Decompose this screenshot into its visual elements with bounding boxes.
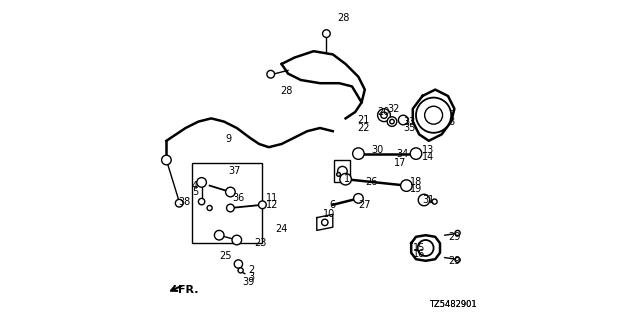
Text: 22: 22 bbox=[357, 123, 369, 133]
Circle shape bbox=[419, 194, 430, 206]
Text: 29: 29 bbox=[448, 232, 460, 242]
Circle shape bbox=[416, 98, 451, 133]
Circle shape bbox=[410, 148, 422, 159]
Circle shape bbox=[401, 180, 412, 191]
Text: 2: 2 bbox=[248, 265, 254, 276]
Circle shape bbox=[207, 205, 212, 211]
Text: 23: 23 bbox=[254, 238, 267, 248]
Circle shape bbox=[455, 257, 460, 262]
Circle shape bbox=[381, 112, 387, 118]
Text: 8: 8 bbox=[448, 116, 454, 127]
Circle shape bbox=[226, 187, 236, 197]
Text: 33: 33 bbox=[403, 116, 415, 127]
Circle shape bbox=[197, 178, 206, 187]
Text: 17: 17 bbox=[394, 158, 406, 168]
Text: 1: 1 bbox=[344, 174, 350, 184]
Circle shape bbox=[337, 172, 340, 176]
Circle shape bbox=[232, 235, 242, 245]
Circle shape bbox=[238, 268, 243, 273]
Text: 7: 7 bbox=[448, 110, 454, 120]
Circle shape bbox=[353, 194, 364, 203]
Text: 3: 3 bbox=[248, 272, 254, 282]
Circle shape bbox=[417, 240, 434, 256]
Text: 28: 28 bbox=[338, 12, 350, 23]
Circle shape bbox=[322, 219, 328, 226]
Text: 24: 24 bbox=[275, 224, 287, 234]
Text: 28: 28 bbox=[280, 86, 292, 96]
Circle shape bbox=[378, 109, 390, 122]
Text: 21: 21 bbox=[357, 115, 369, 125]
Text: 9: 9 bbox=[226, 134, 232, 144]
Text: 14: 14 bbox=[422, 152, 435, 162]
Text: 20: 20 bbox=[378, 107, 390, 117]
Circle shape bbox=[259, 201, 266, 209]
Text: 16: 16 bbox=[413, 249, 425, 260]
Circle shape bbox=[390, 119, 394, 124]
Text: 36: 36 bbox=[232, 193, 244, 204]
Text: 31: 31 bbox=[422, 195, 435, 205]
Text: 29: 29 bbox=[448, 256, 460, 266]
Text: FR.: FR. bbox=[178, 284, 198, 295]
Text: 4: 4 bbox=[192, 180, 198, 191]
Circle shape bbox=[227, 204, 234, 212]
Text: 11: 11 bbox=[266, 193, 278, 204]
Text: 26: 26 bbox=[365, 177, 377, 188]
Circle shape bbox=[455, 230, 460, 236]
Text: 13: 13 bbox=[422, 145, 435, 156]
Circle shape bbox=[340, 173, 351, 185]
Circle shape bbox=[214, 230, 224, 240]
Circle shape bbox=[398, 115, 408, 125]
Text: 38: 38 bbox=[179, 196, 191, 207]
Text: 37: 37 bbox=[229, 166, 241, 176]
Text: 15: 15 bbox=[413, 243, 425, 253]
Text: 12: 12 bbox=[266, 200, 278, 210]
Bar bbox=[192, 163, 262, 243]
Circle shape bbox=[198, 198, 205, 205]
Circle shape bbox=[387, 117, 397, 126]
Text: 18: 18 bbox=[410, 177, 422, 188]
Circle shape bbox=[353, 148, 364, 159]
Circle shape bbox=[175, 199, 183, 207]
Circle shape bbox=[267, 70, 275, 78]
Text: 10: 10 bbox=[323, 209, 335, 220]
Text: 19: 19 bbox=[410, 184, 422, 194]
Circle shape bbox=[161, 155, 172, 165]
Text: 32: 32 bbox=[387, 104, 399, 114]
Text: 34: 34 bbox=[397, 148, 409, 159]
Circle shape bbox=[234, 260, 243, 268]
Circle shape bbox=[338, 166, 347, 176]
Text: 25: 25 bbox=[219, 251, 232, 261]
Text: 5: 5 bbox=[192, 187, 198, 197]
Text: 35: 35 bbox=[403, 123, 415, 133]
Bar bbox=[334, 160, 351, 182]
Circle shape bbox=[425, 106, 443, 124]
Text: TZ5482901: TZ5482901 bbox=[429, 300, 476, 309]
Text: 27: 27 bbox=[358, 200, 371, 210]
Circle shape bbox=[323, 30, 330, 37]
Circle shape bbox=[432, 199, 437, 204]
Text: 39: 39 bbox=[243, 276, 255, 287]
Text: 6: 6 bbox=[330, 200, 336, 210]
Text: 30: 30 bbox=[371, 145, 383, 156]
Text: TZ5482901: TZ5482901 bbox=[429, 300, 476, 309]
